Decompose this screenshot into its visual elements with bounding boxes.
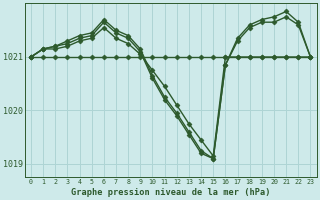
X-axis label: Graphe pression niveau de la mer (hPa): Graphe pression niveau de la mer (hPa)	[71, 188, 270, 197]
